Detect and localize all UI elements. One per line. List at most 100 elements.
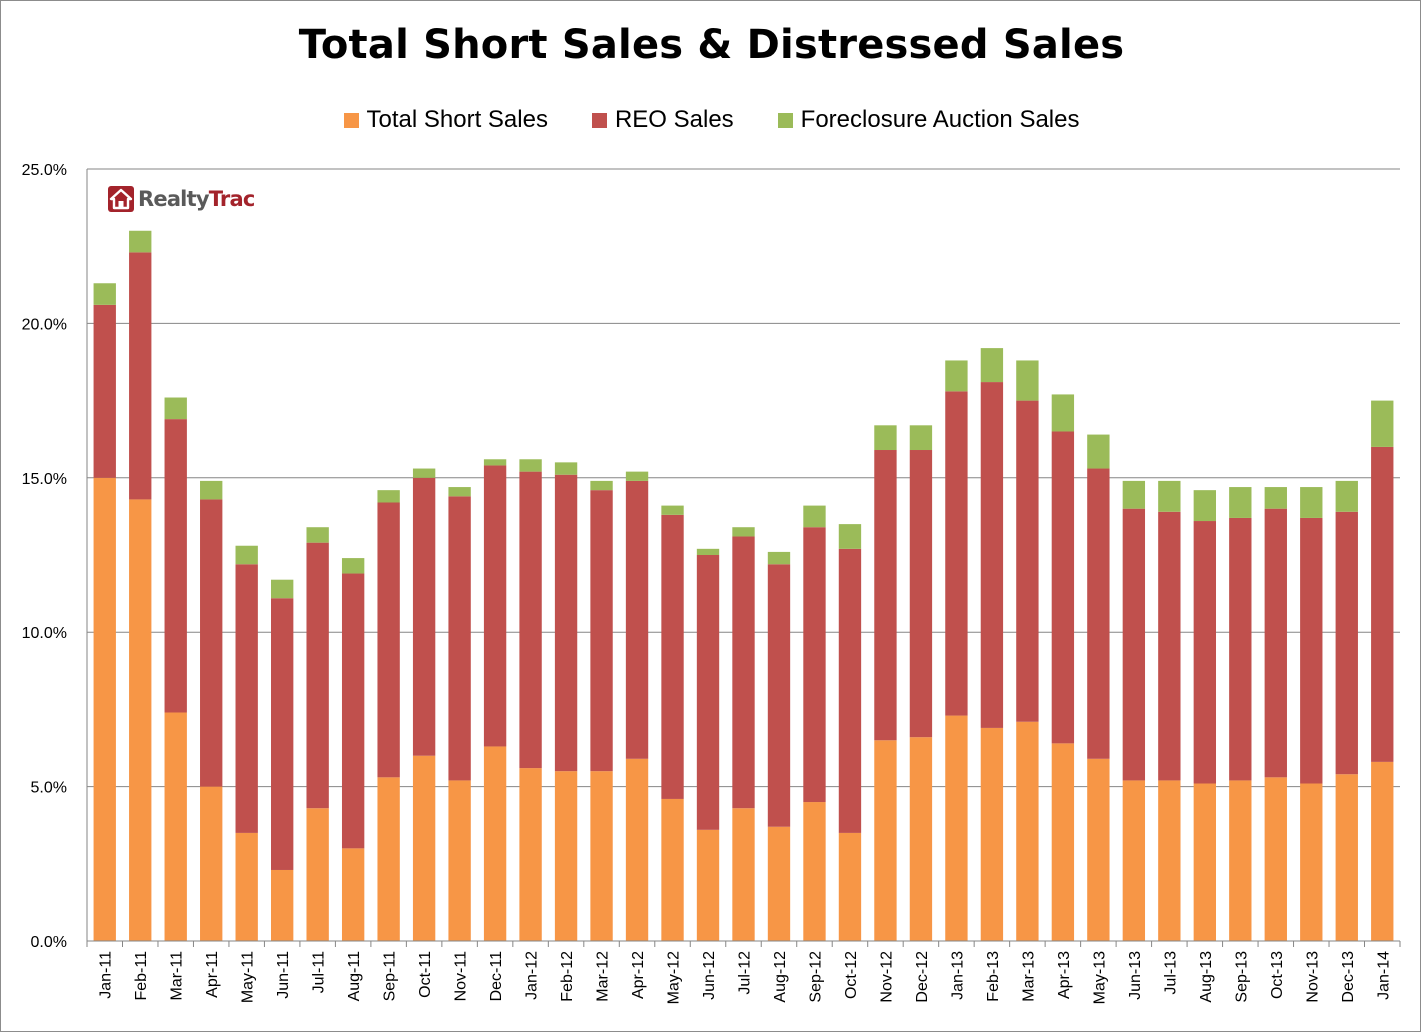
bar-short-sales [661,798,684,941]
legend-label-short-sales: Total Short Sales [366,106,548,133]
bar-short-sales [945,715,968,941]
bar-auction-sales [129,230,152,253]
bar-short-sales [235,832,258,941]
x-tick-label: Jul-12 [737,951,754,995]
bar-auction-sales [377,490,400,503]
legend-swatch-short-sales [343,112,359,128]
x-tick-label: Jul-11 [311,951,328,993]
bar-auction-sales [874,425,897,451]
bar-auction-sales [341,558,365,574]
x-tick-label: Aug-11 [346,951,363,1002]
bar-auction-sales [1122,480,1146,509]
x-tick-label: Dec-13 [1340,951,1357,1003]
bar-short-sales [1300,783,1323,941]
bar-reo-sales [1193,521,1217,784]
x-tick-label: Feb-13 [985,951,1002,1002]
bar-reo-sales [412,477,436,756]
bar-auction-sales [838,524,862,549]
bar-short-sales [732,808,755,941]
bar-reo-sales [306,542,329,809]
house-icon [108,186,134,212]
bar-short-sales [1051,743,1075,941]
legend-item-short-sales: Total Short Sales [343,106,548,134]
bar-short-sales [803,802,826,941]
bar-reo-sales [1300,517,1323,784]
bar-auction-sales [164,397,187,420]
x-tick-label: Jan-13 [949,951,966,1000]
bar-auction-sales [625,471,649,481]
bar-short-sales [554,771,578,941]
bar-reo-sales [625,480,649,759]
bar-auction-sales [1087,434,1110,469]
bar-reo-sales [838,548,862,833]
bar-short-sales [306,808,329,941]
bar-reo-sales [1158,511,1181,781]
bar-reo-sales [1122,508,1146,781]
bar-reo-sales [1229,517,1252,781]
x-tick-label: Nov-11 [453,951,470,1001]
bar-auction-sales [661,505,684,515]
bar-short-sales [1335,774,1358,941]
x-tick-label: Oct-11 [417,951,434,998]
bar-reo-sales [980,382,1004,728]
x-tick-label: Oct-13 [1269,951,1286,999]
bar-short-sales [448,780,471,941]
bar-reo-sales [590,490,613,772]
bar-reo-sales [93,304,116,478]
x-tick-label: Apr-12 [630,951,647,999]
y-tick-label: 10.0% [22,625,67,642]
logo-text-trac: Trac [208,187,256,211]
x-tick-label: Sep-13 [1233,951,1250,1003]
x-tick-label: Sep-11 [382,951,399,1002]
bar-short-sales [980,727,1004,941]
x-tick-label: Mar-11 [169,951,186,1001]
legend-item-auction-sales: Foreclosure Auction Sales [777,106,1079,134]
bar-short-sales [270,869,294,941]
bar-auction-sales [1158,480,1181,512]
bar-short-sales [1016,721,1039,941]
legend-swatch-auction-sales [777,112,793,128]
bar-auction-sales [590,480,613,491]
bar-reo-sales [341,573,365,849]
bar-reo-sales [661,514,684,799]
logo-text: RealtyTrac [138,187,255,211]
legend: Total Short Sales REO Sales Foreclosure … [0,106,1423,134]
x-tick-label: Oct-12 [843,951,860,999]
bar-auction-sales [1371,400,1394,447]
bar-short-sales [1264,777,1287,941]
x-tick-label: Mar-12 [595,951,612,1002]
bar-short-sales [1193,783,1217,941]
bar-reo-sales [1087,468,1110,759]
x-tick-label: Dec-11 [488,951,505,1001]
bar-reo-sales [696,555,720,830]
x-tick-label: Apr-11 [204,951,221,998]
x-tick-label: Jul-13 [1162,951,1179,995]
bar-reo-sales [1051,431,1075,744]
x-tick-label: Jun-13 [1127,951,1144,1000]
bar-auction-sales [909,425,933,451]
bar-short-sales [1158,780,1181,941]
bar-reo-sales [1264,508,1287,778]
bar-auction-sales [483,459,507,466]
bar-auction-sales [1264,487,1287,509]
x-tick-label: Jun-11 [275,951,292,999]
bar-reo-sales [164,419,187,713]
bar-auction-sales [412,468,436,478]
x-tick-label: May-12 [666,951,683,1004]
bar-reo-sales [200,499,223,787]
bar-short-sales [767,826,791,941]
legend-label-reo-sales: REO Sales [614,106,734,133]
bar-auction-sales [1193,490,1217,522]
bar-auction-sales [554,462,578,475]
bar-auction-sales [306,527,329,543]
bar-short-sales [377,777,400,941]
bar-reo-sales [945,391,968,716]
bar-reo-sales [874,450,897,741]
bar-short-sales [341,848,365,941]
bar-short-sales [1229,780,1252,941]
chart-title: Total Short Sales & Distressed Sales [298,22,1125,68]
bar-short-sales [1122,780,1146,941]
x-tick-label: Dec-12 [914,951,931,1003]
